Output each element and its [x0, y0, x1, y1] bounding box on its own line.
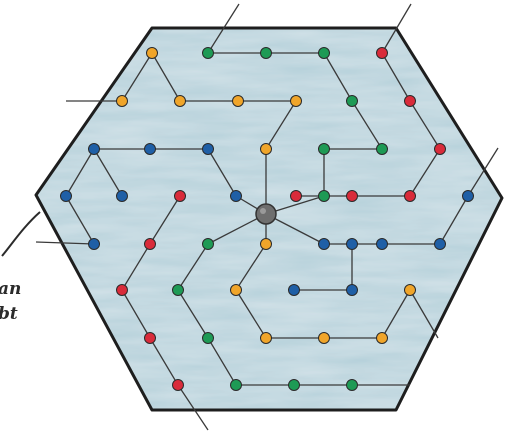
green-node: [202, 332, 214, 344]
caption-line-1: an: [0, 279, 22, 299]
blue-node: [318, 238, 330, 250]
red-node: [404, 190, 416, 202]
hexagon-border: [34, 26, 504, 412]
blue-node: [202, 143, 214, 155]
orange-node: [232, 95, 244, 107]
path-line-7: [121, 195, 209, 431]
orange-node: [260, 332, 272, 344]
blue-node: [116, 190, 128, 202]
spoke-6: [207, 213, 267, 245]
blue-node: [144, 143, 156, 155]
green-node: [318, 143, 330, 155]
blue-node: [376, 238, 388, 250]
green-node: [230, 379, 242, 391]
red-node: [116, 284, 128, 296]
orange-node: [260, 143, 272, 155]
blue-node: [346, 238, 358, 250]
center-hub: [255, 203, 277, 225]
red-node: [290, 190, 302, 202]
green-node: [202, 238, 214, 250]
orange-node: [174, 95, 186, 107]
blue-node: [88, 143, 100, 155]
blue-node: [230, 190, 242, 202]
blue-node: [434, 238, 446, 250]
green-node: [260, 47, 272, 59]
red-node: [174, 190, 186, 202]
red-node: [144, 238, 156, 250]
green-node: [172, 284, 184, 296]
green-node: [318, 190, 330, 202]
orange-node: [290, 95, 302, 107]
blue-node: [88, 238, 100, 250]
blue-node: [60, 190, 72, 202]
orange-node: [404, 284, 416, 296]
orange-node: [230, 284, 242, 296]
caption-line-2: bt: [0, 304, 18, 324]
green-node: [346, 95, 358, 107]
blue-node: [462, 190, 474, 202]
orange-node: [318, 332, 330, 344]
red-node: [144, 332, 156, 344]
green-node: [346, 379, 358, 391]
orange-node: [260, 238, 272, 250]
green-node: [288, 379, 300, 391]
blue-node: [346, 284, 358, 296]
center-hub-highlight: [260, 208, 266, 214]
orange-node: [146, 47, 158, 59]
green-node: [318, 47, 330, 59]
path-line-6: [93, 148, 123, 197]
orange-node: [116, 95, 128, 107]
green-node: [376, 143, 388, 155]
path-line-2: [207, 3, 383, 196]
red-node: [376, 47, 388, 59]
spoke-4: [265, 213, 325, 245]
orange-node: [376, 332, 388, 344]
red-node: [434, 143, 446, 155]
red-node: [172, 379, 184, 391]
green-node: [202, 47, 214, 59]
red-node: [404, 95, 416, 107]
blue-node: [288, 284, 300, 296]
red-node: [346, 190, 358, 202]
